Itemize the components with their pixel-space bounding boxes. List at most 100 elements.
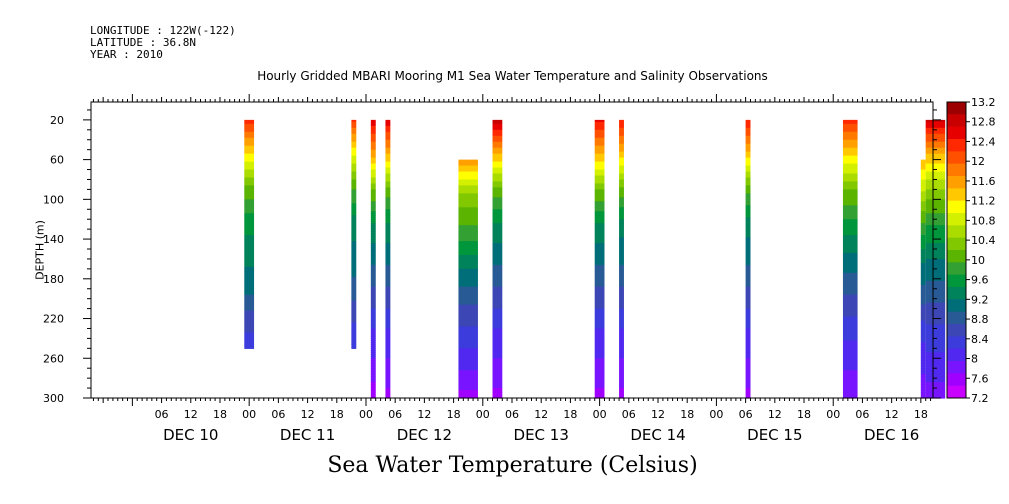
temperature-cell bbox=[492, 296, 503, 300]
temperature-cell bbox=[920, 298, 926, 302]
temperature-cell bbox=[244, 247, 255, 250]
temperature-cell bbox=[920, 302, 926, 306]
temperature-cell bbox=[244, 167, 255, 171]
temperature-cell bbox=[351, 235, 357, 238]
temperature-cell bbox=[619, 123, 624, 127]
temperature-cell bbox=[458, 221, 478, 224]
temperature-cell bbox=[594, 282, 605, 286]
temperature-cell bbox=[492, 250, 503, 254]
temperature-cell bbox=[920, 392, 926, 395]
temperature-cell bbox=[920, 262, 926, 266]
temperature-cell bbox=[385, 137, 391, 141]
temperature-cell bbox=[925, 197, 946, 200]
temperature-cell bbox=[458, 316, 478, 320]
temperature-cell bbox=[619, 131, 624, 135]
temperature-cell bbox=[351, 199, 357, 202]
temperature-cell bbox=[385, 258, 391, 262]
y-tick-label: 60 bbox=[50, 154, 64, 167]
temperature-cell bbox=[925, 179, 946, 183]
temperature-cell bbox=[619, 308, 624, 312]
temperature-cell bbox=[594, 392, 605, 395]
temperature-cell bbox=[458, 338, 478, 341]
temperature-cell bbox=[385, 368, 391, 371]
temperature-cell bbox=[594, 149, 605, 153]
temperature-cell bbox=[492, 121, 503, 125]
temperature-cell bbox=[492, 243, 503, 246]
temperature-cell bbox=[244, 241, 255, 244]
temperature-cell bbox=[594, 169, 605, 173]
temperature-cell bbox=[920, 221, 926, 224]
temperature-cell bbox=[594, 358, 605, 361]
temperature-cell bbox=[594, 338, 605, 341]
temperature-cell bbox=[594, 312, 605, 316]
temperature-cell bbox=[745, 199, 751, 202]
temperature-cell bbox=[745, 382, 751, 385]
temperature-cell bbox=[492, 396, 503, 399]
temperature-cell bbox=[370, 274, 376, 278]
temperature-cell bbox=[594, 388, 605, 391]
temperature-cell bbox=[458, 334, 478, 338]
temperature-cell bbox=[842, 145, 858, 149]
temperature-cell bbox=[920, 219, 926, 222]
temperature-cell bbox=[458, 376, 478, 379]
temperature-cell bbox=[492, 143, 503, 147]
temperature-cell bbox=[458, 296, 478, 300]
temperature-cell bbox=[244, 338, 255, 341]
temperature-cell bbox=[385, 219, 391, 222]
temperature-cell bbox=[619, 326, 624, 330]
temperature-cell bbox=[619, 227, 624, 230]
temperature-cell bbox=[745, 322, 751, 326]
temperature-cell bbox=[594, 298, 605, 302]
temperature-cell bbox=[842, 231, 858, 234]
temperature-cell bbox=[385, 374, 391, 377]
temperature-cell bbox=[492, 374, 503, 377]
temperature-cell bbox=[842, 237, 858, 240]
temperature-cell bbox=[842, 384, 858, 387]
temperature-cell bbox=[925, 318, 946, 322]
temperature-cell bbox=[385, 280, 391, 284]
colorbar-swatch bbox=[947, 225, 966, 239]
temperature-cell bbox=[385, 388, 391, 391]
temperature-cell bbox=[925, 388, 946, 391]
temperature-cell bbox=[920, 390, 926, 393]
temperature-cell bbox=[594, 241, 605, 244]
temperature-cell bbox=[745, 296, 751, 300]
colorbar-swatch bbox=[947, 237, 966, 251]
temperature-cell bbox=[458, 239, 478, 242]
temperature-cell bbox=[920, 245, 926, 248]
temperature-cell bbox=[925, 171, 946, 175]
temperature-cell bbox=[619, 193, 624, 196]
temperature-cell bbox=[370, 352, 376, 355]
temperature-cell bbox=[492, 127, 503, 131]
temperature-cell bbox=[925, 249, 946, 252]
temperature-cell bbox=[920, 189, 926, 192]
temperature-cell bbox=[370, 270, 376, 274]
colorbar-swatch bbox=[947, 188, 966, 202]
temperature-cell bbox=[370, 300, 376, 304]
temperature-cell bbox=[370, 288, 376, 292]
temperature-cell bbox=[925, 352, 946, 355]
temperature-cell bbox=[385, 330, 391, 334]
temperature-cell bbox=[370, 330, 376, 334]
temperature-cell bbox=[458, 374, 478, 377]
temperature-cell bbox=[594, 163, 605, 167]
temperature-cell bbox=[842, 209, 858, 212]
temperature-cell bbox=[745, 141, 751, 145]
temperature-cell bbox=[351, 284, 357, 288]
temperature-cell bbox=[492, 336, 503, 340]
temperature-cell bbox=[244, 197, 255, 200]
temperature-cell bbox=[842, 366, 858, 369]
temperature-cell bbox=[594, 167, 605, 171]
x-tick-label: 18 bbox=[213, 408, 227, 421]
temperature-cell bbox=[925, 243, 946, 246]
temperature-cell bbox=[351, 139, 357, 143]
colorbar-swatch bbox=[947, 126, 966, 140]
y-tick-label: 220 bbox=[43, 313, 64, 326]
temperature-cell bbox=[619, 147, 624, 151]
temperature-cell bbox=[745, 201, 751, 204]
temperature-cell bbox=[925, 396, 946, 399]
temperature-cell bbox=[619, 348, 624, 351]
temperature-cell bbox=[619, 127, 624, 131]
temperature-cell bbox=[244, 191, 255, 194]
temperature-cell bbox=[745, 384, 751, 387]
